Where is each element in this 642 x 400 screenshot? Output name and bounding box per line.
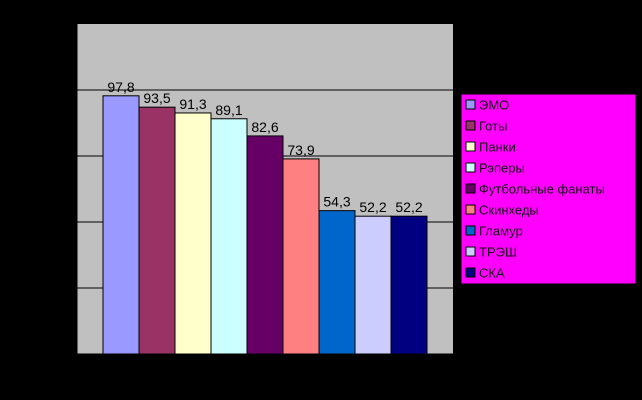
data-label: 91,3 — [179, 96, 206, 112]
legend-label: Готы — [479, 119, 507, 134]
legend-label: Гламур — [479, 224, 523, 239]
bar — [210, 118, 248, 355]
legend-swatch — [465, 141, 476, 152]
data-label: 52,2 — [359, 199, 386, 215]
bar — [282, 158, 320, 355]
legend-swatch — [465, 183, 476, 194]
data-label: 97,8 — [107, 79, 134, 95]
data-label: 82,6 — [251, 119, 278, 135]
legend-swatch — [465, 162, 476, 173]
data-label: 73,9 — [287, 142, 314, 158]
bar — [174, 112, 212, 355]
legend-label: ЭМО — [479, 98, 509, 113]
bar — [318, 210, 356, 355]
data-labels: 97,8 93,5 91,3 89,1 82,6 73,9 54,3 52,2 52,2 — [107, 79, 422, 215]
legend-label: Рэперы — [479, 161, 525, 176]
legend-swatch — [465, 99, 476, 110]
bar — [390, 215, 428, 355]
bar — [102, 95, 140, 355]
legend-label: ТРЭШ — [479, 245, 517, 260]
bar — [246, 135, 284, 355]
legend-label: СКА — [479, 266, 505, 281]
data-label: 54,3 — [323, 194, 350, 210]
data-label: 89,1 — [215, 102, 242, 118]
legend-label: Скинхеды — [479, 203, 539, 218]
legend: ЭМО Готы Панки Рэперы Футбольные фанаты Скинх… — [460, 93, 637, 285]
legend-swatch — [465, 204, 476, 215]
legend-swatch — [465, 120, 476, 131]
bar — [138, 106, 176, 355]
legend-swatch — [465, 246, 476, 257]
data-label: 52,2 — [395, 199, 422, 215]
legend-label: Панки — [479, 140, 516, 155]
legend-label: Футбольные фанаты — [479, 182, 605, 197]
bar — [354, 215, 392, 355]
data-label: 93,5 — [143, 90, 170, 106]
legend-swatch — [465, 267, 476, 278]
legend-box — [460, 93, 637, 285]
legend-swatch — [465, 225, 476, 236]
